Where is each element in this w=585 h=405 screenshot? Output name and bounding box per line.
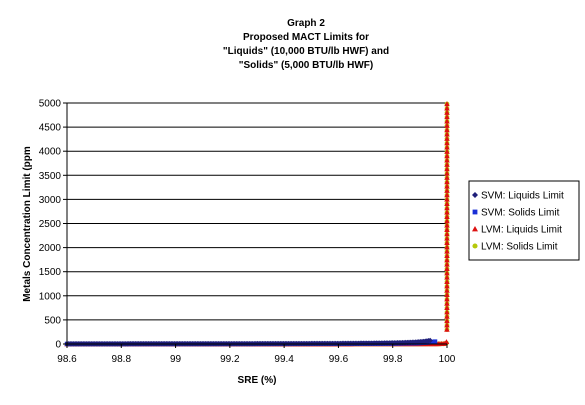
data-point (444, 305, 450, 311)
data-point (444, 209, 450, 215)
data-point (444, 287, 450, 293)
data-point (444, 101, 450, 107)
gridlines (67, 102, 447, 321)
data-point (444, 292, 450, 298)
data-point (444, 161, 450, 167)
y-tick-label: 4000 (39, 147, 62, 158)
legend-label: LVM: Solids Limit (481, 242, 558, 253)
data-point (444, 140, 450, 146)
x-tick-labels: 98.6 98.8 99 99.2 99.4 99.6 99.8 100 (57, 354, 456, 365)
data-point (444, 274, 450, 280)
data-point (444, 135, 450, 141)
legend-marker (472, 243, 478, 249)
x-tick-label: 98.6 (57, 354, 77, 365)
data-point (444, 309, 450, 315)
data-point (444, 105, 450, 111)
data-point (444, 253, 450, 258)
y-tick-label: 1500 (39, 267, 62, 278)
y-tick-label: 1000 (39, 291, 62, 302)
legend-marker (472, 192, 478, 198)
data-point (444, 192, 450, 198)
data-point (444, 313, 450, 319)
legend-label: SVM: Liquids Limit (481, 191, 564, 202)
y-tick-label: 2000 (39, 243, 62, 254)
y-tick-label: 2500 (39, 219, 62, 230)
data-point (444, 179, 450, 185)
data-point (432, 339, 438, 344)
y-tick-label: 4500 (39, 123, 62, 134)
axes (63, 102, 448, 348)
chart-title-line: Proposed MACT Limits for (243, 32, 369, 43)
data-point (444, 157, 450, 163)
y-tick-label: 3500 (39, 171, 62, 182)
legend-label: SVM: Solids Limit (481, 208, 560, 219)
x-tick-label: 99.8 (383, 354, 403, 365)
x-tick-label: 99.4 (274, 354, 294, 365)
data-point (444, 300, 450, 306)
data-point (444, 122, 450, 128)
data-point (444, 153, 450, 159)
data-point (444, 240, 450, 245)
data-point (444, 257, 450, 263)
data-point (444, 148, 450, 154)
data-point (444, 326, 450, 332)
legend-items: SVM: Liquids Limit SVM: Solids Limit LVM: … (472, 191, 564, 253)
data-point (444, 170, 450, 176)
x-tick-label: 99.6 (329, 354, 349, 365)
data-point (444, 109, 450, 115)
data-point (444, 279, 450, 285)
data-point (444, 235, 450, 241)
y-tick-labels: 0 500 1000 1500 2000 2500 3000 3500 4000 4500 5000 (39, 99, 62, 351)
y-tick-label: 0 (55, 340, 61, 351)
chart-title-line: "Solids" (5,000 BTU/lb HWF) (239, 60, 374, 71)
data-point (444, 222, 450, 228)
data-point (444, 214, 450, 219)
data-point (444, 270, 450, 276)
data-point (427, 337, 433, 344)
data-point (444, 144, 450, 150)
data-point (444, 266, 450, 272)
x-tick-label: 100 (439, 354, 456, 365)
data-point (444, 318, 450, 324)
data-point (444, 118, 450, 124)
data-point (443, 339, 450, 345)
data-point (444, 227, 450, 232)
data-point (444, 205, 450, 211)
data-point (444, 200, 450, 206)
chart-title-line: Graph 2 (287, 18, 325, 29)
legend-marker (472, 209, 478, 215)
data-point (444, 127, 450, 133)
y-tick-label: 500 (44, 315, 61, 326)
data-point (444, 248, 450, 254)
legend-label: LVM: Liquids Limit (481, 225, 562, 236)
x-tick-label: 99 (170, 354, 182, 365)
data-point (444, 196, 450, 202)
data-point (444, 261, 450, 267)
data-point (444, 187, 450, 193)
data-point (444, 183, 450, 189)
data-point (444, 166, 450, 172)
data-point (444, 244, 450, 250)
data-point (444, 283, 450, 289)
y-axis-label: Metals Concentration Limit (ppm (22, 146, 33, 302)
data-point (444, 218, 450, 224)
chart-title-line: "Liquids" (10,000 BTU/lb HWF) and (223, 46, 389, 57)
legend: SVM: Liquids Limit SVM: Solids Limit LVM: … (468, 180, 580, 261)
y-tick-label: 5000 (39, 99, 62, 110)
legend-marker (472, 226, 478, 232)
x-axis-label: SRE (%) (238, 375, 277, 386)
data-point (444, 322, 450, 328)
y-tick-label: 3000 (39, 195, 62, 206)
data-point (444, 174, 450, 180)
data-point (444, 296, 450, 302)
chart-title: Graph 2 Proposed MACT Limits for "Liquid… (223, 18, 389, 71)
data-point (444, 114, 450, 120)
x-tick-label: 99.2 (220, 354, 240, 365)
legend-box (468, 180, 580, 261)
x-tick-label: 98.8 (112, 354, 132, 365)
data-point (444, 231, 450, 237)
data-point (444, 131, 450, 137)
